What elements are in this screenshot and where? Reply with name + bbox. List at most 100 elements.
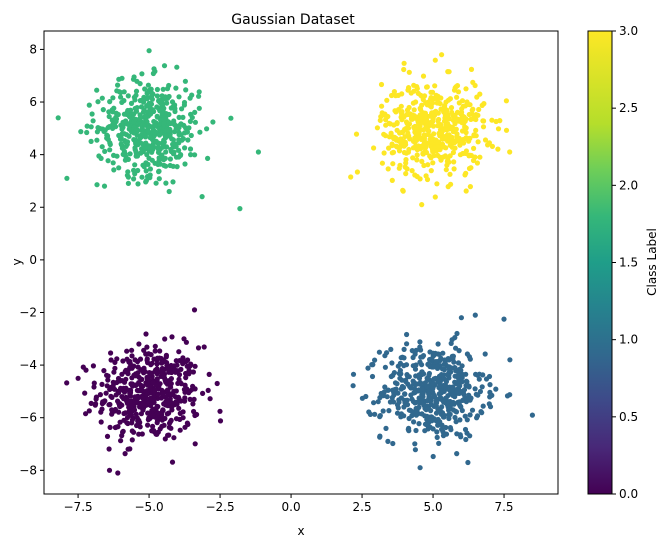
data-point-class-3 (390, 161, 396, 167)
data-point-class-2 (107, 147, 113, 153)
data-point-class-3 (354, 169, 360, 175)
data-point-class-2 (151, 130, 158, 136)
data-point-class-1 (437, 378, 443, 384)
data-point-class-2 (255, 149, 261, 155)
y-tick-label: −4 (19, 358, 37, 372)
data-point-class-1 (417, 359, 423, 365)
data-point-class-2 (140, 162, 146, 168)
data-point-class-2 (126, 133, 132, 139)
data-point-class-1 (443, 431, 450, 437)
data-point-class-3 (467, 184, 473, 190)
data-point-class-2 (154, 93, 160, 99)
data-point-class-0 (91, 384, 97, 390)
data-point-class-2 (170, 151, 177, 157)
data-point-class-2 (179, 106, 185, 112)
data-point-class-1 (458, 315, 464, 321)
data-point-class-2 (101, 183, 108, 189)
data-point-class-2 (196, 89, 202, 95)
data-point-class-1 (402, 400, 408, 406)
data-point-class-3 (406, 146, 412, 153)
data-point-class-1 (396, 399, 402, 405)
data-point-class-1 (369, 373, 376, 380)
data-point-class-0 (117, 403, 123, 410)
data-point-class-2 (115, 111, 121, 118)
data-point-class-2 (197, 129, 203, 135)
data-point-class-3 (440, 154, 446, 160)
data-point-class-1 (439, 426, 445, 432)
data-point-class-2 (133, 127, 139, 134)
data-point-class-1 (413, 410, 419, 416)
data-point-class-2 (161, 157, 167, 163)
data-point-class-3 (481, 101, 487, 107)
data-point-class-1 (459, 407, 465, 414)
data-point-class-2 (119, 126, 125, 132)
data-point-class-1 (441, 399, 447, 405)
data-point-class-1 (417, 465, 423, 471)
data-point-class-2 (153, 138, 159, 144)
data-point-class-2 (173, 125, 179, 131)
data-point-class-0 (160, 391, 166, 397)
data-point-class-0 (152, 348, 158, 354)
data-point-class-0 (105, 373, 111, 379)
data-point-class-3 (472, 154, 478, 160)
data-point-class-2 (132, 162, 138, 168)
data-point-class-1 (404, 341, 410, 347)
data-point-class-2 (111, 121, 117, 127)
data-point-class-2 (131, 176, 137, 182)
data-point-class-0 (107, 401, 113, 408)
data-point-class-3 (438, 125, 444, 131)
data-point-class-2 (151, 108, 157, 115)
data-point-class-1 (383, 425, 389, 431)
data-point-class-3 (453, 84, 459, 90)
colorbar-label: Class Label (645, 228, 659, 296)
data-point-class-1 (444, 372, 450, 378)
data-point-class-0 (151, 428, 157, 434)
data-point-class-3 (451, 166, 457, 172)
data-point-class-0 (123, 367, 129, 373)
data-point-class-2 (112, 116, 118, 123)
data-point-class-0 (186, 371, 192, 377)
data-point-class-1 (386, 408, 392, 414)
data-point-class-0 (128, 381, 134, 387)
data-point-class-3 (391, 89, 397, 95)
data-point-class-0 (93, 396, 99, 402)
data-point-class-1 (452, 379, 458, 385)
data-point-class-0 (129, 363, 135, 369)
data-point-class-2 (125, 169, 131, 175)
data-point-class-3 (481, 118, 487, 124)
data-point-class-2 (180, 114, 186, 120)
data-point-class-2 (132, 97, 138, 103)
data-point-class-2 (142, 86, 148, 92)
data-point-class-3 (459, 115, 465, 122)
data-point-class-3 (419, 116, 425, 122)
data-point-class-0 (178, 366, 184, 372)
data-point-class-3 (443, 167, 449, 173)
data-point-class-1 (403, 378, 409, 385)
data-point-class-3 (402, 134, 408, 140)
data-point-class-3 (416, 134, 422, 140)
data-point-class-0 (207, 396, 213, 402)
data-point-class-3 (405, 124, 411, 130)
data-point-class-3 (403, 142, 409, 148)
colorbar-tick-label: 1.5 (619, 256, 638, 270)
data-point-class-1 (424, 422, 430, 428)
data-point-class-1 (450, 384, 456, 390)
data-point-class-3 (460, 150, 466, 157)
data-point-class-2 (184, 129, 190, 135)
data-point-class-0 (152, 343, 158, 349)
data-point-class-2 (105, 124, 111, 131)
data-point-class-3 (399, 129, 405, 135)
data-point-class-2 (114, 88, 120, 94)
data-point-class-0 (104, 383, 110, 389)
colorbar-ticks: 0.0 0.5 1.0 1.5 2.0 2.5 3.0 (612, 24, 638, 501)
data-point-class-2 (182, 78, 188, 84)
data-point-class-2 (170, 163, 176, 169)
data-point-class-1 (376, 349, 382, 355)
data-point-class-1 (443, 379, 449, 385)
data-point-class-1 (418, 347, 424, 353)
data-point-class-0 (115, 375, 122, 382)
data-point-class-2 (173, 144, 179, 150)
data-point-class-0 (129, 353, 135, 359)
data-points (55, 48, 536, 476)
data-point-class-3 (384, 97, 390, 103)
